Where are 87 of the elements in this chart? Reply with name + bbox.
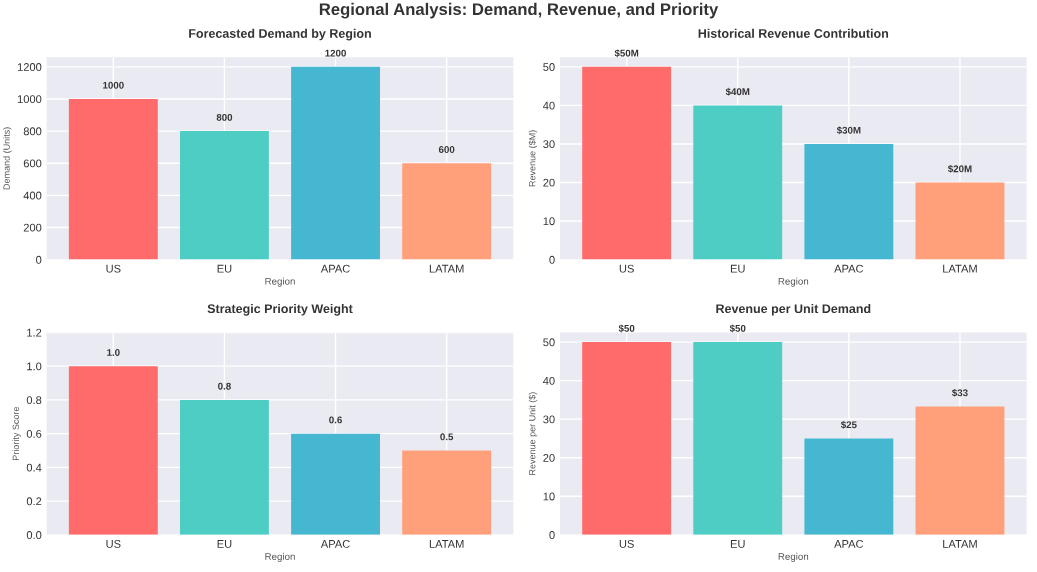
bar <box>915 406 1005 535</box>
y-tick-label: 1000 <box>17 95 42 104</box>
bar <box>68 366 158 535</box>
y-tick-label: 800 <box>23 127 42 136</box>
y-tick-label: 1.2 <box>27 328 42 337</box>
x-tick-label: EU <box>217 264 232 273</box>
x-tick-label: LATAM <box>943 540 977 548</box>
x-tick-label: APAC <box>320 539 350 548</box>
x-tick-label: US <box>106 264 121 273</box>
bar <box>804 143 894 260</box>
y-axis-title: Revenue ($M) <box>528 130 538 187</box>
bar <box>915 182 1005 260</box>
bar <box>68 98 158 260</box>
data-label: $20M <box>947 164 972 173</box>
bar <box>402 163 492 260</box>
data-label: $40M <box>725 87 750 96</box>
y-axis-title: Demand (Units) <box>3 127 12 190</box>
y-tick-label: 0 <box>549 531 555 539</box>
x-tick-label: LATAM <box>429 540 464 548</box>
x-tick-label: US <box>619 539 634 548</box>
bar <box>179 399 269 535</box>
x-tick-label: LATAM <box>429 264 464 273</box>
data-label: $50M <box>614 49 639 58</box>
y-tick-label: 200 <box>23 223 42 232</box>
x-axis-title: Region <box>778 277 809 287</box>
data-label: 1000 <box>103 81 124 89</box>
chart-title: Strategic Priority Weight <box>207 303 353 316</box>
bar <box>402 450 492 535</box>
x-axis-title: Region <box>778 552 809 562</box>
bar <box>804 438 894 535</box>
data-label: 800 <box>216 113 233 121</box>
bar <box>582 66 672 260</box>
y-tick-label: 0.0 <box>26 531 42 539</box>
bar <box>291 66 380 260</box>
y-tick-label: 1200 <box>17 63 42 71</box>
chart-title: Revenue per Unit Demand <box>716 303 871 316</box>
data-label: 1.0 <box>107 349 120 356</box>
y-tick-label: 30 <box>543 140 555 149</box>
y-tick-label: 0 <box>549 255 555 264</box>
x-tick-label: EU <box>217 540 232 548</box>
y-tick-label: 0.2 <box>26 497 42 506</box>
data-label: $50 <box>618 324 635 333</box>
y-tick-label: 20 <box>543 178 555 187</box>
y-tick-label: 40 <box>543 101 555 110</box>
data-label: $25 <box>840 420 857 429</box>
x-tick-label: US <box>619 264 634 273</box>
y-tick-label: 0 <box>36 255 42 264</box>
bar <box>693 342 783 535</box>
x-tick-label: US <box>106 539 121 548</box>
y-tick-label: 10 <box>543 492 555 501</box>
y-tick-label: 1.0 <box>27 362 42 371</box>
y-tick-label: 50 <box>543 338 555 347</box>
y-axis-title: Priority Score <box>12 406 21 460</box>
data-label: 0.8 <box>218 382 231 390</box>
y-tick-label: 0.8 <box>26 396 42 405</box>
y-tick-label: 50 <box>543 63 555 71</box>
data-label: 0.6 <box>329 416 342 424</box>
x-tick-label: APAC <box>834 264 864 273</box>
x-tick-label: EU <box>730 264 745 273</box>
x-tick-label: EU <box>730 540 745 548</box>
data-label: 600 <box>438 146 455 153</box>
chart-title: Forecasted Demand by Region <box>189 28 371 41</box>
bar <box>179 131 269 260</box>
y-axis-title: Revenue per Unit ($) <box>528 392 538 475</box>
bar <box>582 342 672 535</box>
x-tick-label: LATAM <box>943 264 977 273</box>
x-axis-title: Region <box>265 277 295 287</box>
data-label: $30M <box>836 126 861 135</box>
bar <box>291 433 380 535</box>
y-tick-label: 600 <box>23 159 42 168</box>
data-label: $50 <box>729 324 746 333</box>
chart-title: Historical Revenue Contribution <box>698 28 889 38</box>
y-tick-label: 40 <box>543 376 555 385</box>
bar <box>693 105 783 260</box>
y-tick-label: 30 <box>543 415 555 424</box>
y-tick-label: 0.4 <box>26 463 42 472</box>
y-tick-label: 10 <box>543 217 555 226</box>
x-tick-label: APAC <box>834 539 864 548</box>
y-tick-label: 0.6 <box>26 429 42 438</box>
x-axis-title: Region <box>265 552 295 562</box>
data-label: $33 <box>951 388 968 397</box>
y-tick-label: 20 <box>543 453 555 462</box>
x-tick-label: APAC <box>320 264 350 273</box>
y-tick-label: 400 <box>23 191 42 200</box>
data-label: 1200 <box>325 49 346 57</box>
text: Regional Analysis: Demand, Revenue, and Priority <box>319 2 719 19</box>
data-label: 0.5 <box>440 433 454 441</box>
